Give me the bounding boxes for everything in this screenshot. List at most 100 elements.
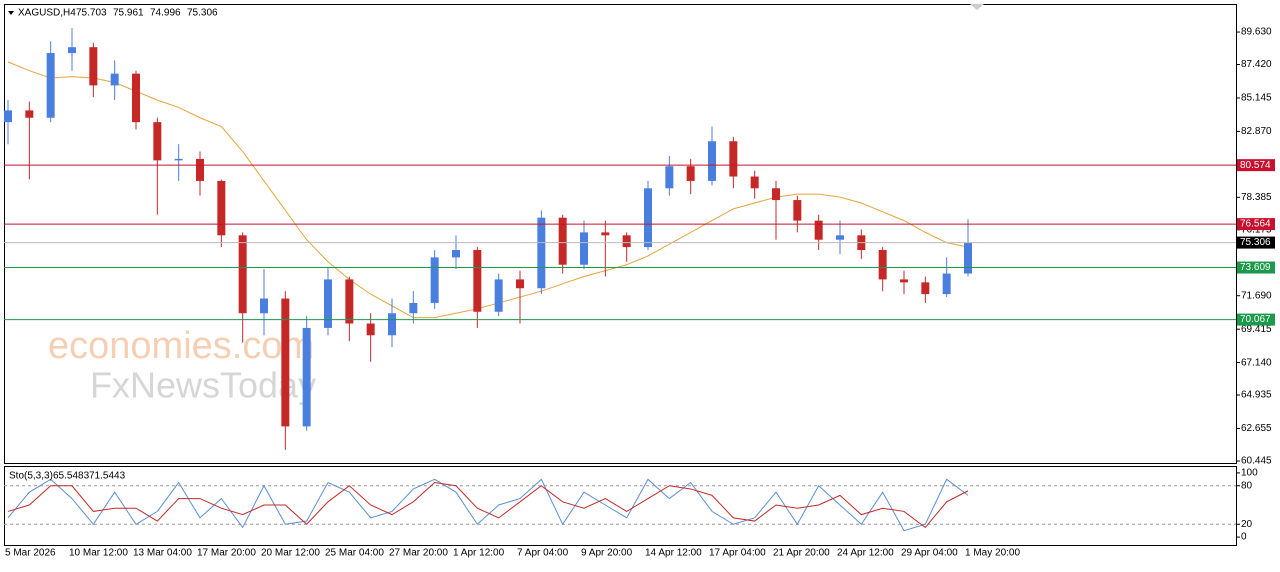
stoch-line — [7, 482, 969, 529]
candle-body — [238, 235, 247, 314]
candle-body — [345, 279, 354, 324]
candle-body — [302, 327, 311, 427]
level-label: 70.067 — [1240, 314, 1271, 325]
candle-body — [46, 53, 55, 118]
candle-body — [900, 279, 908, 283]
candle-body — [537, 217, 546, 289]
shift-marker — [970, 4, 984, 10]
x-tick-label: 29 Apr 04:00 — [901, 548, 958, 559]
candle-body — [622, 235, 631, 248]
candle-body — [68, 47, 76, 54]
y-tick-label: 64.935 — [1241, 390, 1272, 401]
x-tick-label: 21 Apr 20:00 — [773, 548, 830, 559]
level-box — [1237, 236, 1275, 249]
candle-body — [132, 73, 140, 123]
candle-body — [772, 188, 780, 201]
candle-body — [878, 250, 887, 280]
stoch-line — [7, 478, 969, 532]
x-tick-label: 9 Apr 20:00 — [581, 548, 633, 559]
x-tick-label: 20 Mar 12:00 — [261, 548, 320, 559]
menu-arrow[interactable] — [8, 11, 14, 15]
candle-body — [644, 188, 652, 248]
x-tick-label: 1 May 20:00 — [965, 548, 1020, 559]
x-tick-label: 17 Apr 04:00 — [709, 548, 766, 559]
candle-body — [452, 250, 460, 258]
y-tick-label: 0 — [1241, 532, 1247, 543]
candle-body — [196, 158, 204, 181]
y-tick-label: 69.415 — [1241, 324, 1272, 335]
candle-body — [665, 166, 674, 189]
y-tick-label: 100 — [1241, 468, 1258, 479]
candle-body — [366, 323, 375, 336]
candle-body — [388, 313, 396, 336]
header-value: 75.306 — [187, 8, 218, 19]
ma-line — [7, 61, 969, 319]
level-label: 75.306 — [1240, 237, 1271, 248]
y-tick-label: 78.385 — [1241, 192, 1272, 203]
candle-body — [324, 279, 332, 328]
candle-body — [494, 279, 503, 312]
candle-body — [793, 200, 802, 221]
header-value: 75.961 — [113, 8, 144, 19]
x-tick-label: 27 Mar 20:00 — [389, 548, 448, 559]
level-label: 80.574 — [1240, 160, 1271, 171]
stoch-pane — [4, 466, 1237, 546]
x-tick-label: 24 Apr 12:00 — [837, 548, 894, 559]
y-tick-label: 87.420 — [1241, 59, 1272, 70]
x-tick-label: 25 Mar 04:00 — [325, 548, 384, 559]
candle-body — [4, 110, 12, 123]
candle-body — [409, 302, 418, 314]
candle-body — [110, 73, 119, 86]
level-box — [1237, 218, 1275, 231]
y-tick-label: 67.140 — [1241, 357, 1272, 368]
candle-body — [174, 158, 183, 161]
x-tick-label: 10 Mar 12:00 — [69, 548, 128, 559]
candle-body — [580, 232, 588, 265]
level-box — [1237, 159, 1275, 172]
main-pane — [4, 4, 1237, 464]
y-tick-label: 62.655 — [1241, 423, 1272, 434]
watermark: FxNewsToday — [90, 365, 316, 406]
candle-body — [558, 217, 567, 265]
candle-body — [942, 273, 951, 295]
x-tick-label: 7 Apr 04:00 — [517, 548, 569, 559]
x-tick-label: 5 Mar 2026 — [5, 548, 56, 559]
header-title: XAGUSD,H4 — [18, 8, 76, 19]
stoch-value: 71.5443 — [89, 471, 126, 482]
candle-body — [686, 166, 695, 181]
candle-body — [25, 110, 34, 118]
y-tick-label: 80 — [1241, 480, 1253, 491]
candle-body — [964, 242, 972, 274]
x-tick-label: 17 Mar 20:00 — [197, 548, 256, 559]
y-tick-label: 89.630 — [1241, 27, 1272, 38]
level-label: 76.564 — [1240, 219, 1271, 230]
y-tick-label: 20 — [1241, 519, 1253, 530]
level-box — [1237, 261, 1275, 274]
candle-body — [217, 180, 226, 236]
candle-body — [814, 220, 823, 240]
candle-body — [516, 279, 524, 289]
candle-body — [750, 176, 759, 189]
candle-body — [473, 250, 482, 312]
header-value: 75.703 — [76, 8, 107, 19]
stoch-value: 65.5483 — [53, 471, 90, 482]
x-tick-label: 13 Mar 04:00 — [133, 548, 192, 559]
candle-body — [260, 298, 268, 314]
candle-body — [89, 47, 98, 86]
header-value: 74.996 — [150, 8, 181, 19]
stoch-title: Sto(5,3,3) — [9, 471, 53, 482]
level-box — [1237, 313, 1275, 326]
y-tick-label: 60.445 — [1241, 456, 1272, 467]
x-tick-label: 14 Apr 12:00 — [645, 548, 702, 559]
candle-body — [430, 257, 439, 303]
candle-body — [601, 232, 610, 236]
candle-body — [281, 298, 290, 427]
x-tick-label: 1 Apr 12:00 — [453, 548, 505, 559]
y-tick-label: 71.690 — [1241, 290, 1272, 301]
level-label: 73.609 — [1240, 262, 1271, 273]
y-tick-label: 85.145 — [1241, 93, 1272, 104]
candle-body — [708, 141, 716, 181]
watermark: economies.com — [48, 325, 314, 367]
candle-body — [836, 235, 844, 240]
